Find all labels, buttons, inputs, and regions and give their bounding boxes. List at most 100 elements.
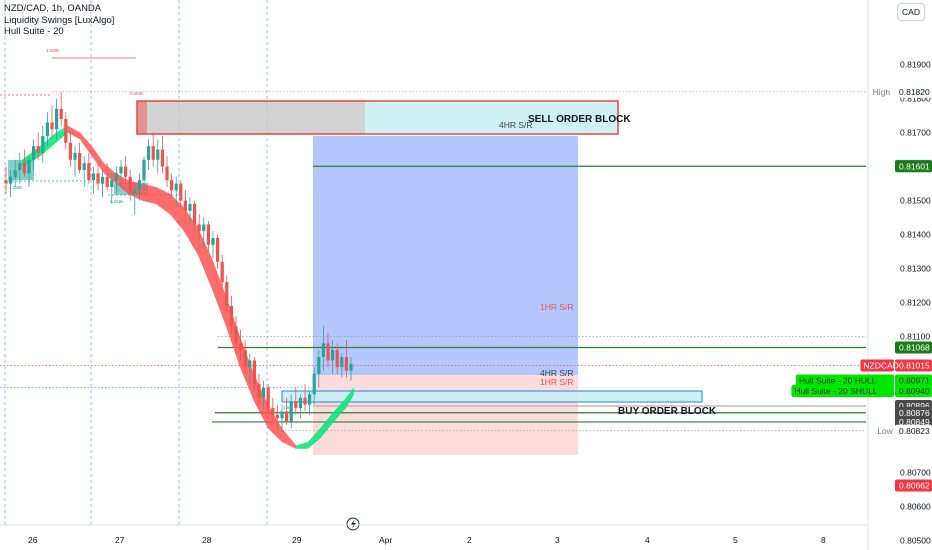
candle-body-47 [220, 261, 224, 283]
candle-body-0 [4, 180, 8, 184]
price-tick-label-10: 0.80500 [900, 536, 931, 546]
price-tag-value-7: 0.80896 [899, 401, 930, 411]
price-tag-label-bg-10 [874, 424, 894, 437]
candle-body-42 [197, 224, 201, 232]
time-tick-label-1: 27 [115, 535, 125, 545]
candle-body-73 [340, 357, 344, 368]
candle-body-23 [110, 180, 114, 187]
candle-body-28 [133, 190, 137, 194]
candle-body-22 [105, 176, 109, 187]
candle-body-53 [248, 360, 252, 368]
price-tag-value-8: 0.80876 [899, 408, 930, 418]
candle-body-64 [298, 397, 302, 408]
candle-body-57 [266, 387, 270, 408]
candle-body-40 [188, 204, 192, 211]
candle-body-37 [174, 183, 178, 191]
candle-body-38 [179, 183, 183, 201]
candle-body-27 [128, 176, 132, 194]
sell-block-cyan [365, 101, 618, 134]
sr-label-4hr-low: 4HR S/R [540, 368, 574, 378]
candle-body-10 [50, 122, 54, 130]
candle-body-29 [137, 180, 141, 191]
candle-body-5 [27, 159, 31, 174]
price-tag-5 [895, 374, 932, 387]
candle-body-58 [271, 408, 275, 415]
price-tag-label-10: Low [877, 426, 893, 436]
price-tag-11 [895, 479, 932, 492]
price-tick-label-1: 0.81800 [900, 94, 931, 104]
candle-body-12 [59, 108, 63, 119]
indicator-hull-suite[interactable]: Hull Suite - 20 [4, 26, 64, 37]
candle-body-13 [64, 119, 68, 143]
price-tag-label-0: High [873, 87, 891, 97]
target-zone [313, 136, 578, 375]
price-tag-label-5: Hull Suite - 20 HULL [799, 375, 877, 385]
candle-body-34 [160, 149, 164, 167]
candle-body-39 [183, 200, 187, 211]
liq-high-label-2: 0.484k [130, 91, 144, 96]
sell-block-grey [137, 101, 365, 134]
candle-body-20 [96, 173, 100, 184]
candle-body-11 [55, 108, 59, 130]
price-tick-label-8: 0.80700 [900, 468, 931, 478]
candle-body-25 [119, 166, 123, 174]
price-tag-label-bg-6 [791, 385, 894, 397]
candle-body-41 [193, 204, 197, 225]
price-tag-2 [895, 160, 932, 173]
candle-body-63 [294, 401, 298, 408]
candle-body-2 [13, 170, 17, 177]
candle-body-19 [91, 173, 95, 181]
price-tag-label-4: NZDCAD [863, 361, 898, 371]
candle-body-50 [234, 326, 238, 344]
candle-body-3 [18, 163, 22, 170]
candle-body-54 [252, 360, 256, 385]
time-tick-label-6: 3 [555, 535, 560, 545]
liq-low-label-1: 4.338k [9, 185, 23, 190]
indicator-liquidity-swings[interactable]: Liquidity Swings [LuxAlgo] [4, 14, 115, 26]
candle-body-18 [87, 163, 91, 181]
price-tag-4 [895, 359, 932, 372]
candle-body-46 [216, 238, 220, 262]
candle-body-30 [142, 159, 146, 181]
candle-body-72 [335, 350, 339, 368]
time-tick-label-8: 5 [733, 535, 738, 545]
price-tag-value-10: 0.80823 [899, 426, 930, 436]
candle-body-15 [73, 153, 77, 160]
sr-label-1hr: 1HR S/R [540, 302, 574, 312]
price-tag-label-bg-5 [796, 374, 894, 387]
candle-body-59 [275, 414, 279, 419]
currency-button[interactable]: CAD [897, 3, 925, 21]
symbol-title[interactable]: NZD/CAD, 1h, OANDA [4, 3, 102, 14]
price-tag-6 [895, 385, 932, 397]
candle-body-56 [262, 387, 266, 398]
price-tag-value-9: 0.80849 [899, 417, 930, 427]
price-tick-label-3: 0.81500 [900, 196, 931, 206]
hull-ribbon-down [68, 125, 296, 449]
price-tag-label-6: Hull Suite - 20 SHULL [794, 386, 877, 396]
price-tick-label-7: 0.81100 [900, 332, 930, 342]
candle-body-4 [22, 163, 26, 174]
price-tag-3 [895, 341, 932, 354]
time-tick-label-7: 4 [645, 535, 650, 545]
candle-body-74 [344, 357, 348, 371]
candle-body-14 [68, 142, 72, 160]
candle-body-26 [124, 166, 128, 177]
candle-body-43 [202, 224, 206, 232]
buy-block-label: BUY ORDER BLOCK [618, 406, 717, 417]
candle-body-31 [147, 146, 151, 160]
candle-body-52 [243, 350, 247, 368]
chart-legend: NZD/CAD, 1h, OANDA Liquidity Swings [Lux… [4, 3, 114, 38]
candle-body-45 [211, 238, 215, 245]
time-tick-label-2: 28 [202, 535, 212, 545]
candle-body-48 [225, 282, 229, 306]
price-tick-label-5: 0.81300 [900, 264, 931, 274]
candle-body-66 [308, 394, 312, 405]
liq-low-label-3: 3.6 [283, 405, 290, 410]
candle-body-35 [165, 166, 169, 181]
candle-body-75 [349, 363, 353, 371]
price-tag-value-2: 0.81601 [899, 161, 930, 171]
price-tick-label-4: 0.81400 [900, 230, 931, 240]
candle-body-9 [45, 122, 49, 136]
price-tick-label-0: 0.81900 [900, 60, 931, 70]
